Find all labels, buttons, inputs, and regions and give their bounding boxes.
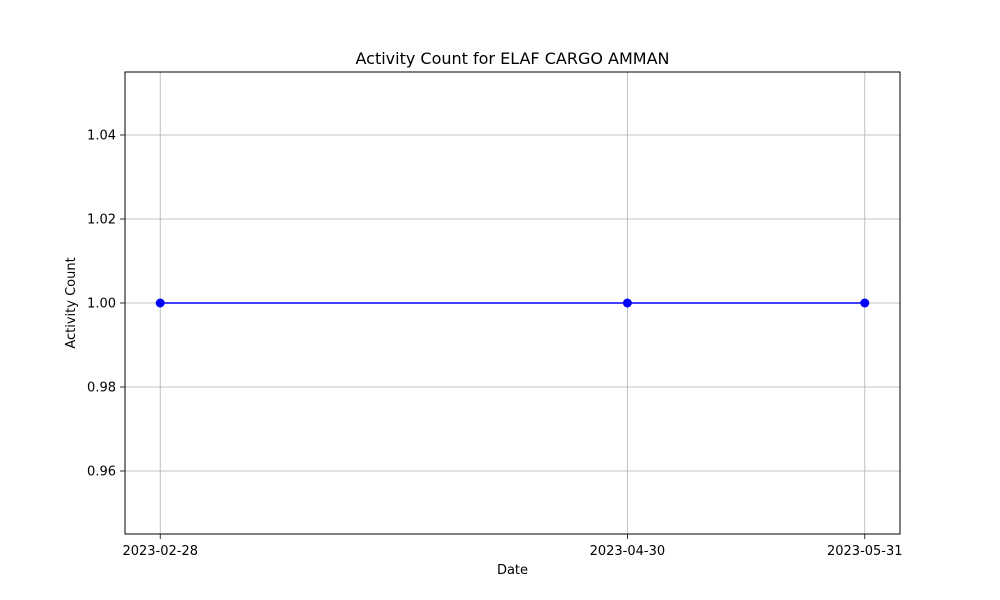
x-tick-label: 2023-04-30 xyxy=(590,544,666,559)
data-point xyxy=(155,298,165,308)
y-tick-label: 0.96 xyxy=(87,465,116,480)
y-tick-label: 0.98 xyxy=(87,381,116,396)
series-layer xyxy=(155,298,870,308)
y-tick-label: 1.02 xyxy=(87,213,116,228)
x-axis-label: Date xyxy=(497,563,528,578)
data-point xyxy=(622,298,632,308)
y-axis: 0.96 0.98 1.00 1.02 1.04 xyxy=(87,129,125,480)
y-tick-label: 1.04 xyxy=(87,129,116,144)
x-tick-label: 2023-02-28 xyxy=(122,544,198,559)
x-tick-label: 2023-05-31 xyxy=(827,544,903,559)
y-axis-label: Activity Count xyxy=(64,257,79,348)
x-axis: 2023-02-28 2023-04-30 2023-05-31 xyxy=(122,534,903,559)
y-tick-label: 1.00 xyxy=(87,297,116,312)
data-point xyxy=(860,298,870,308)
chart-title: Activity Count for ELAF CARGO AMMAN xyxy=(355,49,669,68)
